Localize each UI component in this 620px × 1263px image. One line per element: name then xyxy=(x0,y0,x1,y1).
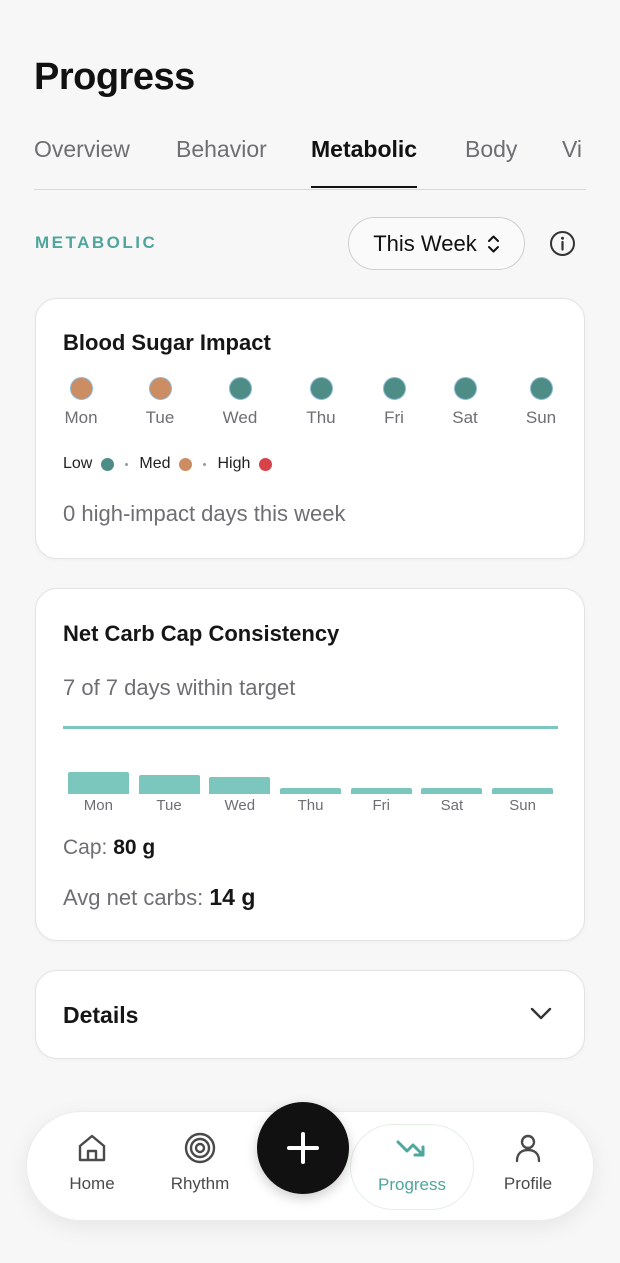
tab-vi[interactable]: Vi xyxy=(562,136,583,162)
legend-separator xyxy=(125,462,129,466)
impact-summary: 0 high-impact days this week xyxy=(63,501,346,526)
impact-legend: Low Med High xyxy=(63,455,273,473)
tab-behavior[interactable]: Behavior xyxy=(176,136,267,162)
carb-bar-label: Thu xyxy=(297,797,324,814)
day-label: Sun xyxy=(525,408,557,427)
carb-bar xyxy=(492,788,554,794)
trend-down-icon xyxy=(396,1140,425,1157)
carb-bar xyxy=(67,771,129,794)
section-label: METABOLIC xyxy=(35,233,158,252)
carb-bar xyxy=(350,788,412,794)
carb-bar-label: Fri xyxy=(372,797,390,814)
carb-bar-label: Sun xyxy=(509,797,536,814)
net-carb-title: Net Carb Cap Consistency xyxy=(63,621,340,646)
day-label: Wed xyxy=(222,408,258,427)
period-select-value: This Week xyxy=(373,230,477,256)
carb-bar-label: Wed xyxy=(224,797,256,814)
nav-profile-label: Profile xyxy=(503,1174,553,1193)
impact-dot xyxy=(309,377,333,400)
page-title: Progress xyxy=(34,56,195,98)
impact-day: Fri xyxy=(364,377,424,428)
day-label: Thu xyxy=(306,408,336,427)
cap-label: Cap: xyxy=(63,836,108,859)
legend-separator xyxy=(203,462,207,466)
person-icon xyxy=(515,1134,541,1163)
tab-metabolic[interactable]: Metabolic xyxy=(311,136,418,188)
legend-high-dot xyxy=(259,457,273,471)
impact-dot xyxy=(529,377,553,400)
cap-stat: Cap: 80 g xyxy=(63,836,155,860)
impact-day: Thu xyxy=(291,377,351,428)
impact-day: Mon xyxy=(51,377,111,428)
chevron-down-icon xyxy=(530,1007,552,1020)
carb-bar xyxy=(280,788,341,794)
impact-dot xyxy=(453,377,477,400)
legend-med-dot xyxy=(179,457,193,471)
carb-bar-label: Mon xyxy=(83,797,113,814)
add-button[interactable] xyxy=(257,1102,349,1194)
details-title: Details xyxy=(63,1002,139,1028)
impact-day: Sat xyxy=(435,377,495,428)
details-card[interactable]: Details xyxy=(35,970,585,1059)
avg-value: 14 g xyxy=(209,884,256,910)
day-label: Mon xyxy=(64,408,98,427)
nav-profile[interactable]: Profile xyxy=(473,1132,583,1194)
target-icon xyxy=(184,1132,216,1164)
avg-stat: Avg net carbs: 14 g xyxy=(63,884,255,911)
impact-day: Tue xyxy=(130,377,190,428)
info-icon[interactable] xyxy=(549,230,576,257)
nav-rhythm[interactable]: Rhythm xyxy=(145,1132,255,1194)
nav-home-label: Home xyxy=(69,1174,115,1193)
cap-target-line xyxy=(63,726,558,729)
day-label: Sat xyxy=(452,408,478,427)
impact-day: Sun xyxy=(511,377,571,428)
carb-bar xyxy=(421,788,483,794)
plus-icon xyxy=(287,1132,319,1164)
carb-bar-label: Sat xyxy=(440,797,464,814)
legend-med-label: Med xyxy=(139,455,171,472)
net-carb-card: Net Carb Cap Consistency 7 of 7 days wit… xyxy=(35,588,585,941)
day-label: Fri xyxy=(384,408,404,427)
net-carb-summary: 7 of 7 days within target xyxy=(63,675,296,700)
legend-low-label: Low xyxy=(63,455,93,472)
impact-dot xyxy=(228,377,252,400)
impact-dot xyxy=(148,377,172,400)
tab-bar: Overview Behavior Metabolic Body Vi xyxy=(34,128,586,190)
carb-bar xyxy=(138,774,200,794)
period-select[interactable]: This Week xyxy=(348,217,525,270)
home-icon xyxy=(78,1134,106,1162)
nav-progress[interactable]: Progress xyxy=(350,1124,474,1210)
cap-value: 80 g xyxy=(113,836,156,859)
nav-home[interactable]: Home xyxy=(37,1132,147,1194)
impact-dot xyxy=(382,377,406,400)
impact-day: Wed xyxy=(210,377,270,428)
tab-overview[interactable]: Overview xyxy=(34,136,130,162)
impact-dot xyxy=(69,377,93,400)
blood-sugar-title: Blood Sugar Impact xyxy=(63,330,271,355)
avg-label: Avg net carbs: xyxy=(63,885,204,910)
blood-sugar-card: Blood Sugar Impact Mon Tue Wed Thu Fri S… xyxy=(35,298,585,559)
tab-body[interactable]: Body xyxy=(465,136,518,162)
carb-bar xyxy=(209,777,271,794)
day-label: Tue xyxy=(145,408,175,427)
nav-rhythm-label: Rhythm xyxy=(170,1174,230,1193)
legend-low-dot xyxy=(101,457,115,471)
carb-bar-label: Tue xyxy=(156,797,182,814)
chevron-up-down-icon xyxy=(487,235,499,252)
legend-high-label: High xyxy=(217,455,251,472)
carb-bar-chart xyxy=(63,749,558,794)
nav-progress-label: Progress xyxy=(377,1175,447,1194)
